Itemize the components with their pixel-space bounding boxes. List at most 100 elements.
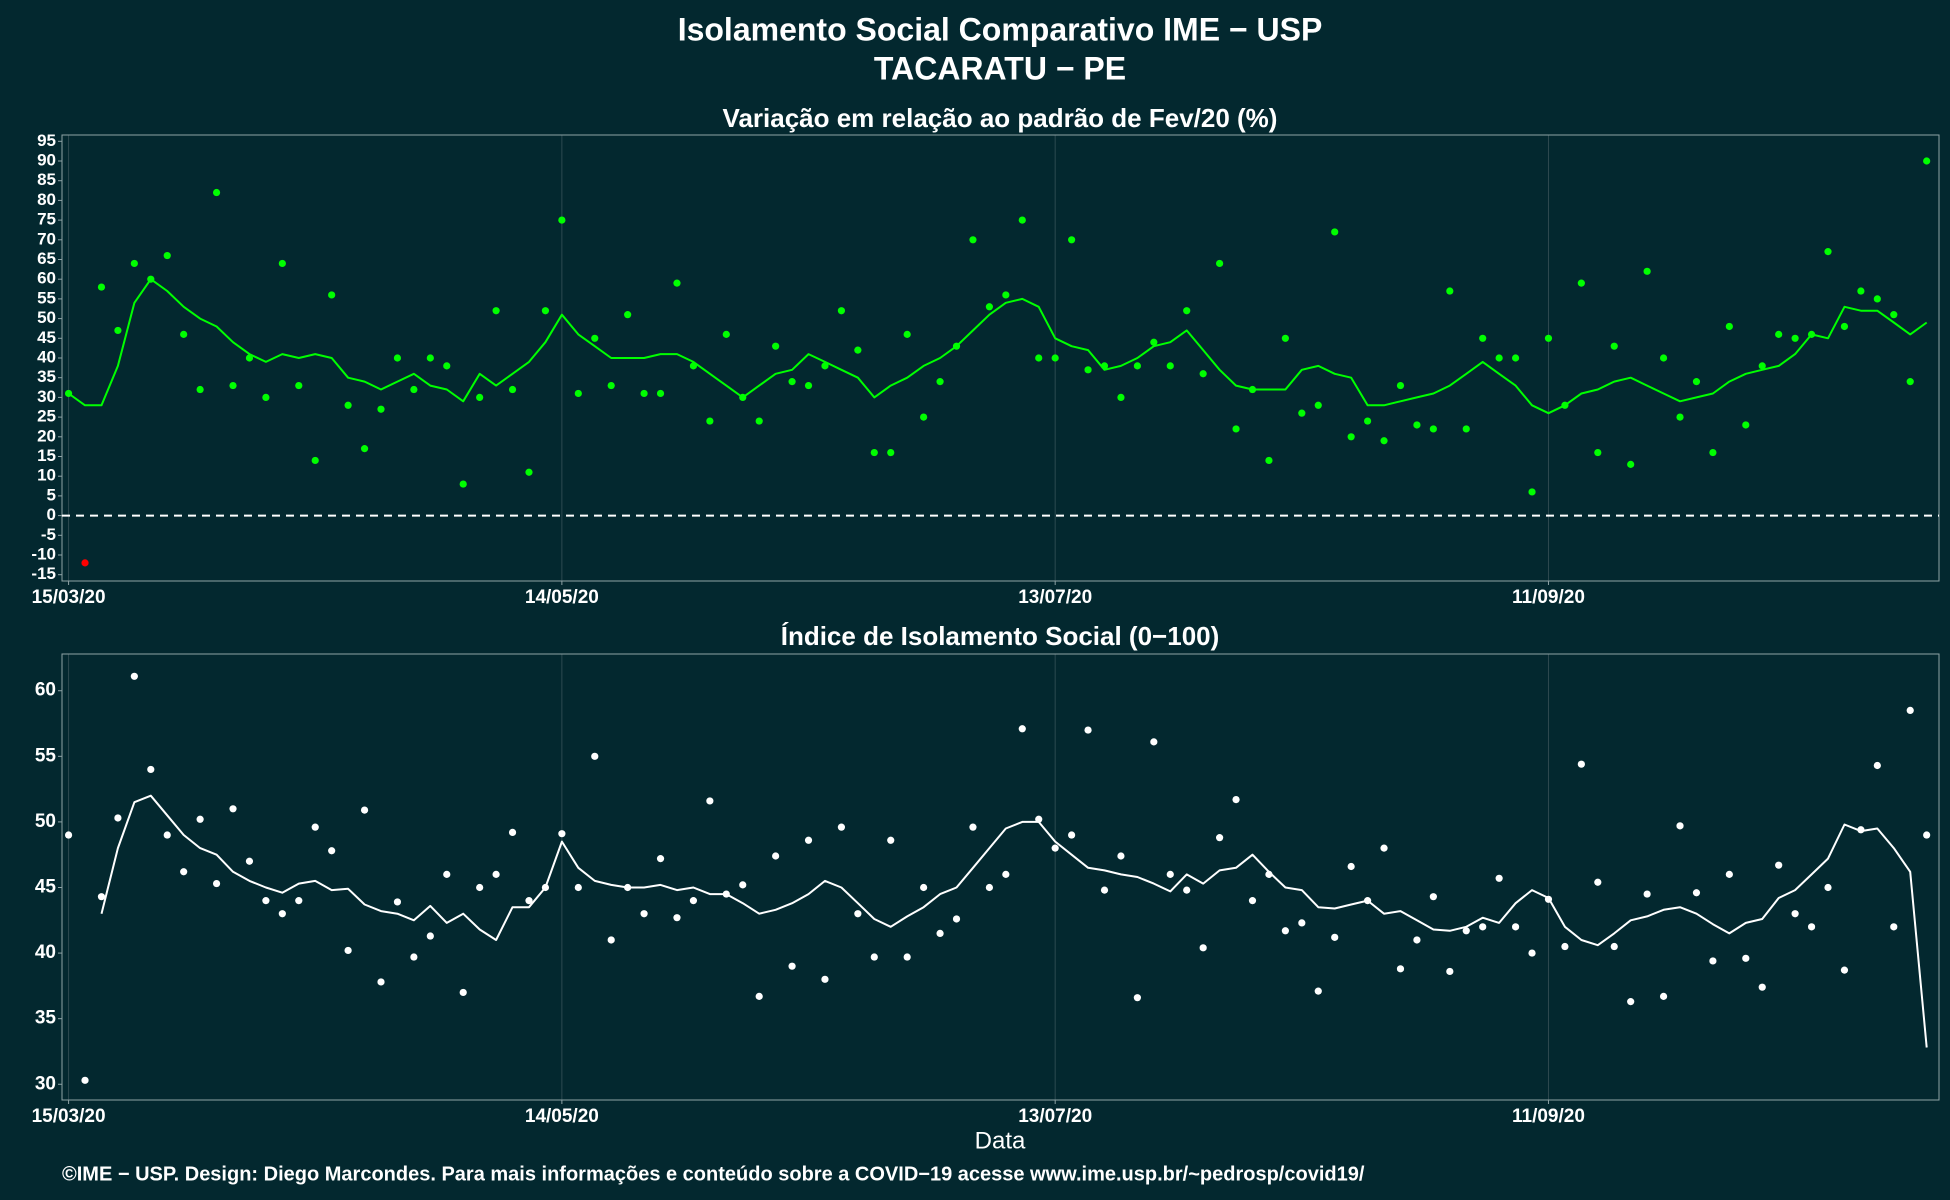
data-point xyxy=(114,814,122,822)
y-tick-label: 45 xyxy=(35,877,57,898)
data-point xyxy=(574,389,582,398)
data-point xyxy=(804,381,813,390)
x-tick-label: 11/09/20 xyxy=(1512,1106,1585,1127)
data-point xyxy=(163,831,171,839)
y-tick-label: 80 xyxy=(37,190,56,209)
data-point xyxy=(936,929,944,938)
data-point xyxy=(1429,893,1437,901)
data-point xyxy=(1742,421,1750,429)
data-point xyxy=(1035,354,1043,362)
data-point xyxy=(344,946,352,955)
data-point xyxy=(1643,890,1651,898)
data-point xyxy=(1840,966,1849,974)
data-point xyxy=(1018,725,1026,733)
data-point xyxy=(81,559,89,567)
data-point xyxy=(1166,362,1174,370)
data-point xyxy=(81,1076,89,1084)
data-point xyxy=(1002,870,1010,878)
data-point xyxy=(1643,267,1651,275)
data-point xyxy=(1479,923,1487,931)
data-point xyxy=(952,915,961,923)
y-tick-label: 10 xyxy=(37,466,56,485)
data-point xyxy=(1331,228,1339,236)
data-point xyxy=(854,910,862,918)
data-point xyxy=(114,326,122,335)
data-point xyxy=(804,836,813,844)
data-point xyxy=(377,405,385,413)
data-point xyxy=(476,393,484,401)
data-point xyxy=(1380,844,1388,852)
data-point xyxy=(1511,354,1520,362)
data-point xyxy=(1100,886,1109,894)
data-point xyxy=(1824,883,1832,892)
data-point xyxy=(295,381,303,390)
data-point xyxy=(1462,425,1470,433)
data-point xyxy=(1446,967,1454,976)
data-point xyxy=(1298,919,1306,927)
data-point xyxy=(1610,342,1618,350)
data-point xyxy=(508,828,517,837)
data-point xyxy=(196,385,204,394)
data-point xyxy=(1758,362,1766,370)
data-point xyxy=(262,897,270,905)
data-point xyxy=(673,279,681,287)
data-point xyxy=(1117,393,1125,401)
data-point xyxy=(1068,831,1076,839)
trend-line xyxy=(68,278,1928,415)
data-point xyxy=(130,259,138,268)
data-point xyxy=(393,354,402,362)
data-point xyxy=(887,836,895,844)
y-tick-label: -15 xyxy=(31,564,56,583)
data-point xyxy=(1791,910,1799,918)
data-point xyxy=(985,303,994,311)
panel-title: Variação em relação ao padrão de Fev/20 … xyxy=(723,103,1278,133)
data-point xyxy=(541,307,550,315)
data-point xyxy=(706,797,714,805)
data-point xyxy=(788,962,796,970)
data-point xyxy=(1363,897,1372,905)
data-point xyxy=(1413,421,1421,429)
data-point xyxy=(377,978,385,986)
data-point xyxy=(607,381,615,390)
data-point xyxy=(1873,761,1881,770)
data-point xyxy=(1627,998,1635,1006)
data-point xyxy=(443,362,451,370)
data-point xyxy=(920,413,928,421)
x-tick-label: 11/09/20 xyxy=(1512,587,1585,608)
data-point xyxy=(1923,831,1931,839)
data-point xyxy=(525,897,533,905)
data-point xyxy=(410,385,418,394)
data-point xyxy=(245,354,254,362)
data-point xyxy=(360,445,369,453)
data-point xyxy=(920,883,928,892)
y-tick-label: 85 xyxy=(37,170,56,189)
y-tick-label: 20 xyxy=(37,426,56,445)
data-point xyxy=(1544,334,1553,342)
chart-title: Isolamento Social Comparativo IME − USP xyxy=(678,11,1323,47)
data-point xyxy=(1199,944,1207,952)
x-tick-label: 13/07/20 xyxy=(1018,587,1092,608)
data-point xyxy=(1824,248,1832,256)
plot-frame xyxy=(61,653,1940,1101)
data-point xyxy=(1035,815,1043,823)
y-tick-label: 15 xyxy=(37,446,56,465)
data-point xyxy=(591,752,599,760)
data-point xyxy=(492,870,500,878)
y-tick-label: 60 xyxy=(35,680,56,701)
data-point xyxy=(837,307,846,315)
data-point xyxy=(426,354,434,362)
data-point xyxy=(1495,874,1503,882)
data-point xyxy=(903,953,911,961)
data-point xyxy=(1150,338,1158,346)
data-point xyxy=(196,815,204,823)
data-point xyxy=(558,830,566,838)
data-point xyxy=(1594,448,1602,457)
data-point xyxy=(1890,923,1898,931)
data-point xyxy=(1528,949,1536,957)
panel-title: Índice de Isolamento Social (0−100) xyxy=(781,621,1220,651)
data-point xyxy=(903,330,911,338)
data-point xyxy=(1692,889,1701,897)
x-tick-label: 14/05/20 xyxy=(525,587,599,608)
data-point xyxy=(1298,409,1306,417)
data-point xyxy=(1890,311,1898,319)
